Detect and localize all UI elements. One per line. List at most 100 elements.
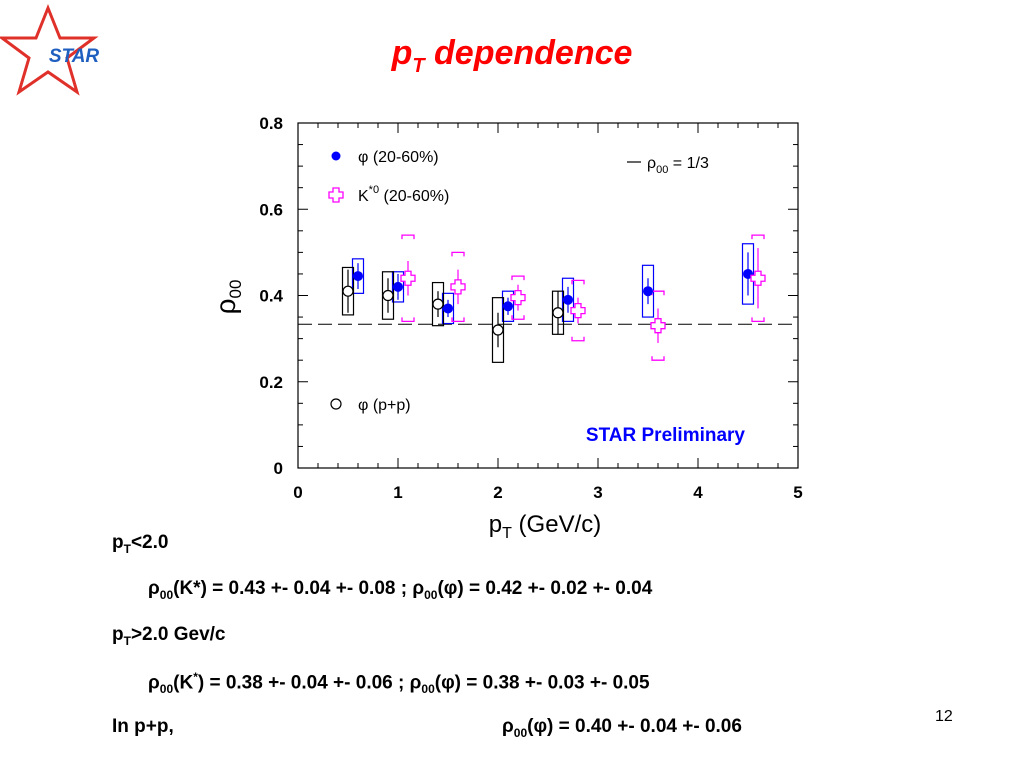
legend-ref-rho: ρ [647, 155, 656, 172]
y-tick-label: 0.8 [259, 114, 283, 133]
page-number: 12 [935, 708, 953, 725]
r2-rho1: ρ [148, 578, 160, 599]
kstar-sys-bracket-bottom [451, 317, 465, 323]
legend-ref-sub: 00 [656, 164, 668, 176]
phi-pp-point [432, 298, 444, 310]
x-tick-label: 3 [593, 483, 602, 502]
phi-auau-point [503, 301, 513, 312]
kstar-point [400, 270, 416, 286]
result-line-2: ρ00(K*) = 0.43 +- 0.04 +- 0.08 ; ρ00(φ) … [148, 578, 652, 602]
kstar-sys-bracket-bottom [571, 336, 585, 342]
r4-rho2: ρ [409, 672, 422, 694]
x-tick-labels: 0 1 2 3 4 5 [293, 483, 802, 502]
title-p: p [391, 34, 413, 72]
result-line-5-value: ρ00(φ) = 0.40 +- 0.04 +- 0.06 [502, 716, 742, 740]
phi-pp-point [342, 285, 354, 297]
legend-label-rest: (20-60%) [379, 188, 449, 205]
phi-auau-sys-box [501, 290, 515, 322]
legend-kstar-marker [328, 187, 344, 203]
legend-ref-rest: = 1/3 [668, 155, 709, 172]
legend-label: K*0 (20-60%) [358, 184, 449, 205]
x-tick-label: 1 [393, 483, 402, 502]
legend-label-main: φ [358, 149, 368, 166]
legend-label: φ (p+p) [358, 397, 411, 414]
x-tick-label: 2 [493, 483, 502, 502]
y-tick-label: 0.4 [259, 287, 283, 306]
legend: φ (20-60%)K*0 (20-60%)φ (p+p)ρ00 = 1/3 [328, 149, 709, 414]
star-logo-icon [0, 3, 99, 96]
result-line-1: pT<2.0 [112, 532, 168, 556]
phi-auau-point [643, 286, 653, 297]
kstar-sys-bracket-bottom [651, 356, 665, 361]
legend-label: φ (20-60%) [358, 149, 439, 166]
r4-sup: * [193, 670, 198, 684]
x-tick-label: 4 [693, 483, 703, 502]
data-markers [342, 268, 766, 336]
y-axis-label-rho: ρ [210, 298, 241, 314]
r1-sub: T [123, 541, 131, 556]
x-axis-label-rest: (GeV/c) [512, 511, 601, 538]
x-axis-label-p: p [489, 511, 502, 538]
r3-p: p [112, 624, 124, 645]
kstar-point [650, 318, 666, 334]
phi-auau-sys-box [351, 258, 365, 294]
x-tick-label: 5 [793, 483, 802, 502]
kstar-sys-bracket-bottom [511, 315, 525, 320]
legend-label-rest: (p+p) [368, 397, 410, 414]
phi-auau-sys-box [391, 271, 405, 303]
phi-auau-point [743, 268, 753, 279]
r2-mid2: (φ) = 0.42 +- 0.02 +- 0.04 [437, 578, 653, 599]
r5-sub: 00 [513, 725, 528, 740]
x-axis-label: pT (GeV/c) [489, 511, 601, 542]
kstar-sys-bracket-top [401, 234, 415, 240]
star-logo-text: STAR [49, 46, 100, 67]
kstar-point [510, 290, 526, 306]
y-axis-label-sub: 00 [226, 280, 245, 299]
phi-auau-sys-box [741, 243, 755, 305]
title-rest: dependence [424, 34, 633, 72]
axis-ticks [297, 122, 799, 469]
legend-label-main: φ [358, 397, 368, 414]
kstar-sys-bracket-bottom [751, 317, 765, 323]
r4-sub2: 00 [421, 682, 435, 697]
legend-label-rest: (20-60%) [368, 149, 438, 166]
result-line-3: pT>2.0 Gev/c [112, 624, 226, 648]
phi-pp-point [552, 307, 564, 319]
r2-sub1: 00 [159, 587, 174, 602]
systematic-boxes [341, 234, 765, 363]
phi-auau-sys-box [561, 277, 575, 322]
kstar-sys-bracket-bottom [401, 317, 415, 323]
y-tick-label: 0.6 [259, 200, 283, 219]
phi-pp-point [492, 324, 504, 336]
r2-rho2: ρ [412, 578, 425, 599]
star-preliminary-label: STAR Preliminary [586, 425, 746, 446]
title-sub: T [412, 54, 425, 77]
star-logo: STAR [0, 3, 100, 96]
y-tick-label: 0 [274, 459, 283, 478]
plot-border [297, 122, 799, 469]
r5-label: In p+p, [112, 716, 174, 737]
kstar-point [450, 279, 466, 295]
phi-pp-point [382, 289, 394, 302]
kstar-sys-bracket-top [451, 251, 465, 257]
r4-k: (K [173, 672, 194, 694]
phi-auau-point [563, 294, 573, 305]
r3-sub: T [123, 633, 131, 648]
r2-mid1: (K*) = 0.43 +- 0.04 +- 0.08 ; [173, 578, 413, 599]
r5-rho: ρ [502, 716, 514, 737]
legend-label-main: K [358, 188, 369, 205]
legend-ref-label: ρ00 = 1/3 [647, 155, 709, 176]
r1-rest: <2.0 [130, 532, 169, 553]
r4-mid2: (φ) = 0.38 +- 0.03 +- 0.05 [434, 672, 650, 694]
r3-rest: >2.0 Gev/c [130, 624, 226, 645]
r4-rho1: ρ [148, 672, 160, 694]
kstar-sys-bracket-top [571, 279, 585, 285]
phi-auau-point [353, 271, 363, 282]
x-tick-label: 0 [293, 483, 302, 502]
r1-p: p [112, 532, 124, 553]
x-axis-label-sub: T [502, 525, 512, 542]
phi-auau-sys-box [441, 292, 455, 325]
legend-phi-pp-marker [330, 398, 342, 410]
kstar-point [750, 270, 766, 286]
